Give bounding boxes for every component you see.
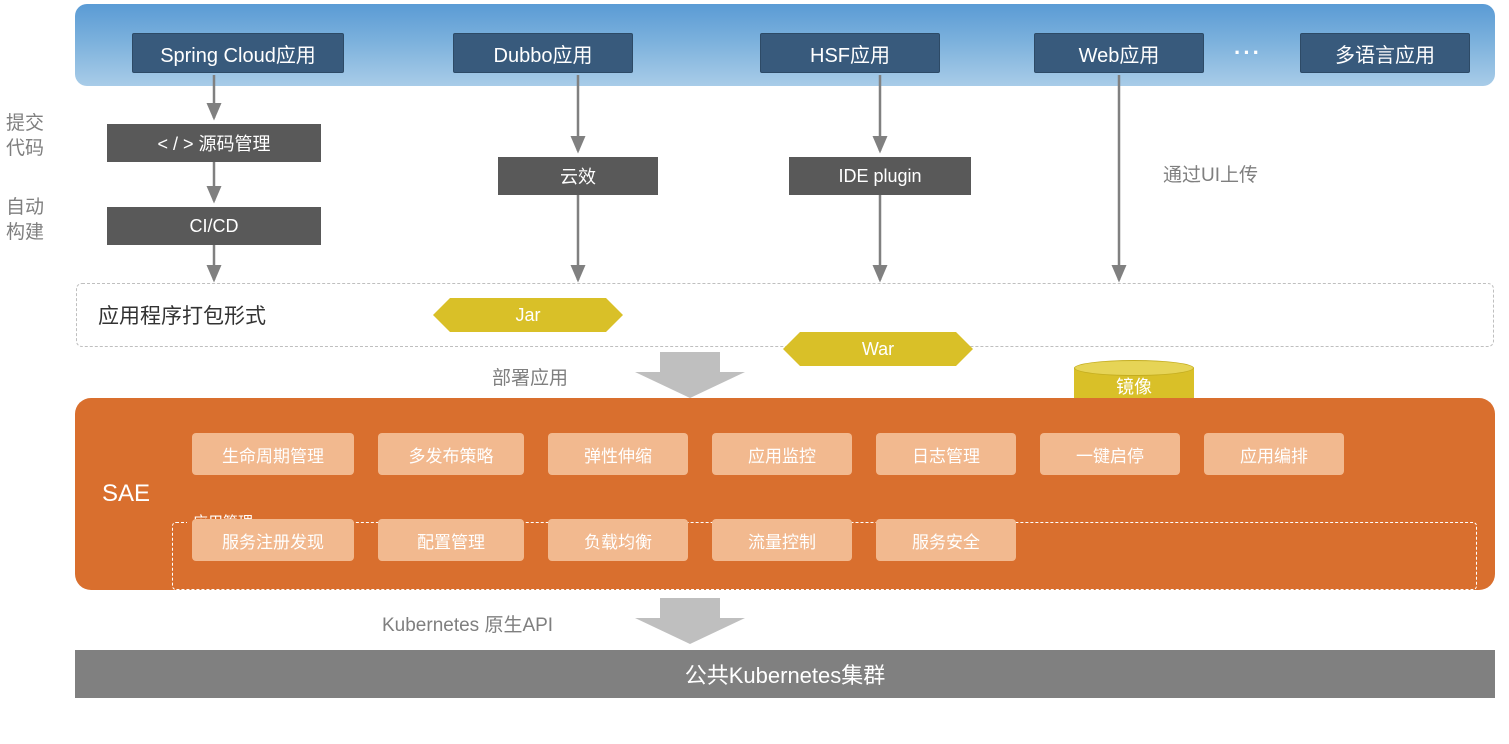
sae-loadbalance: 负载均衡 xyxy=(548,519,688,561)
k8s-big-arrow xyxy=(630,596,750,646)
sae-traffic: 流量控制 xyxy=(712,519,852,561)
package-form-title: 应用程序打包形式 xyxy=(98,300,266,330)
package-war-label: War xyxy=(862,339,894,360)
deploy-label: 部署应用 xyxy=(492,363,568,390)
package-war: War xyxy=(800,332,956,366)
k8s-cluster-bar: 公共Kubernetes集群 xyxy=(75,650,1495,698)
package-jar: Jar xyxy=(450,298,606,332)
package-jar-label: Jar xyxy=(515,305,540,326)
sae-elastic: 弹性伸缩 xyxy=(548,433,688,475)
sae-log: 日志管理 xyxy=(876,433,1016,475)
sae-release: 多发布策略 xyxy=(378,433,524,475)
sae-security: 服务安全 xyxy=(876,519,1016,561)
sae-config: 配置管理 xyxy=(378,519,524,561)
sae-lifecycle: 生命周期管理 xyxy=(192,433,354,475)
sae-orchestration: 应用编排 xyxy=(1204,433,1344,475)
sae-title: SAE xyxy=(102,480,150,508)
package-image-label: 镜像 xyxy=(1116,373,1152,399)
sae-registry: 服务注册发现 xyxy=(192,519,354,561)
sae-monitor: 应用监控 xyxy=(712,433,852,475)
sae-startstop: 一键启停 xyxy=(1040,433,1180,475)
k8s-api-label: Kubernetes 原生API xyxy=(382,610,553,637)
deploy-big-arrow xyxy=(630,350,750,400)
